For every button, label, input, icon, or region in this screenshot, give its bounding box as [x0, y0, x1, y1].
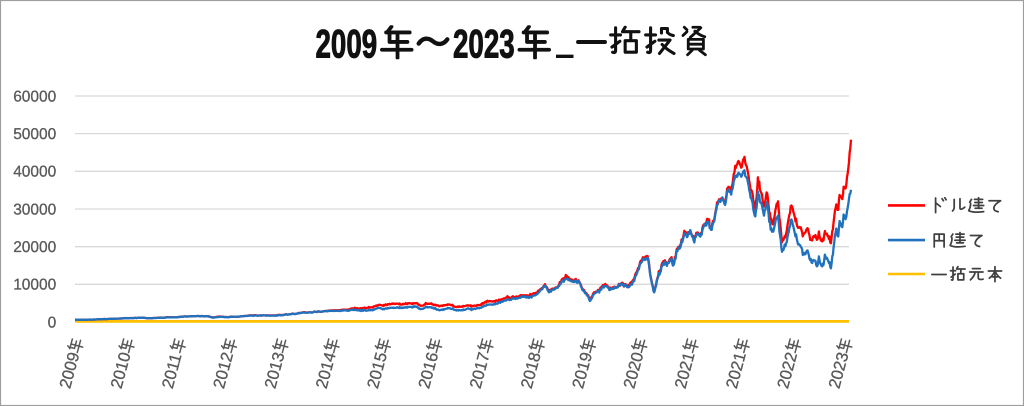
svg-text:10000: 10000 [13, 277, 56, 294]
svg-text:2012: 2012 [210, 350, 237, 390]
svg-text:0: 0 [48, 314, 57, 331]
svg-text:2023: 2023 [453, 23, 515, 67]
svg-text:2009: 2009 [316, 23, 378, 67]
svg-text:2022: 2022 [774, 350, 801, 390]
svg-text:60000: 60000 [13, 88, 56, 105]
svg-text:40000: 40000 [13, 164, 56, 181]
svg-text:30000: 30000 [13, 201, 56, 218]
svg-text:50000: 50000 [13, 126, 56, 143]
svg-text:20000: 20000 [13, 239, 56, 256]
